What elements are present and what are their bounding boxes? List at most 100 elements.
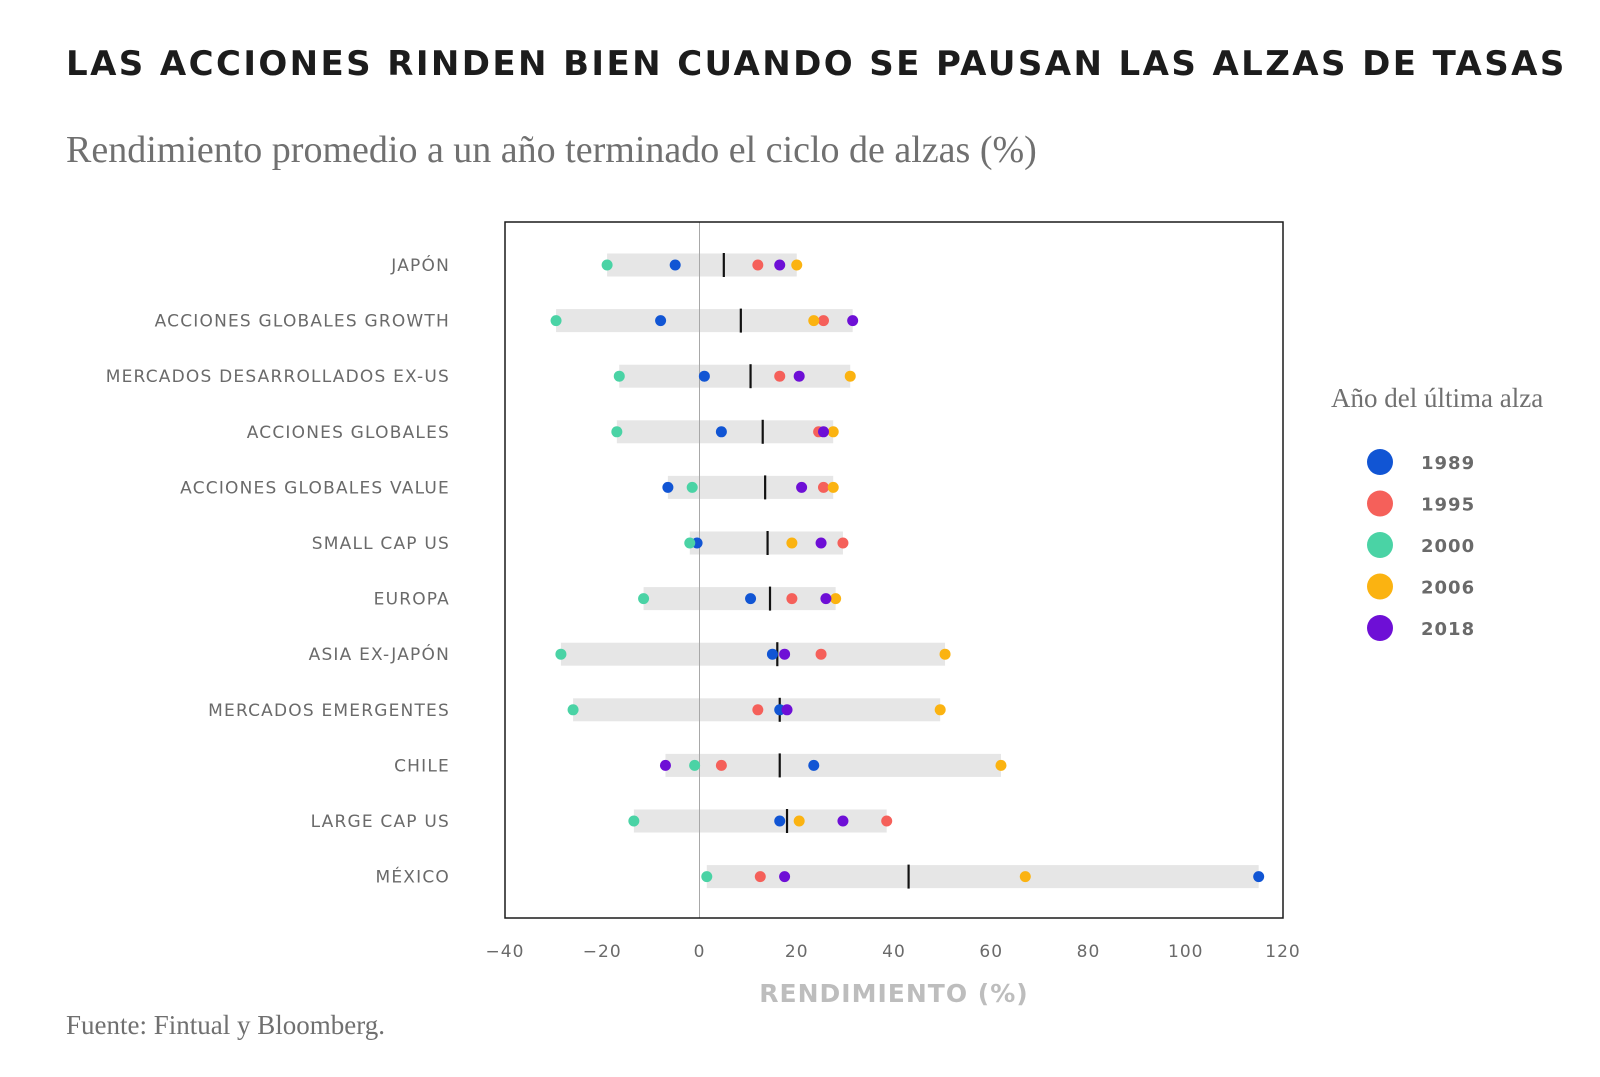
average-markers: [722, 253, 910, 889]
data-point-2000: [684, 537, 696, 549]
x-tick-label: 0: [694, 942, 706, 962]
data-point-2006: [808, 315, 820, 327]
range-bars: [556, 253, 1259, 889]
x-tick-label: −40: [486, 942, 525, 962]
legend-swatch-2006: [1367, 573, 1393, 600]
legend-label: 2000: [1421, 536, 1475, 557]
data-point-2018: [774, 259, 786, 271]
data-point-1989: [662, 481, 674, 493]
range-bar: [560, 642, 946, 666]
data-point-2000: [689, 759, 701, 771]
data-point-2000: [628, 815, 640, 827]
range-bar: [633, 809, 887, 833]
data-point-2006: [830, 593, 842, 605]
data-point-2000: [550, 315, 562, 327]
data-point-1989: [698, 370, 710, 382]
x-tick-label: 80: [1077, 942, 1101, 962]
data-point-1995: [817, 315, 829, 327]
legend-label: 2006: [1421, 578, 1475, 599]
category-label: MERCADOS DESARROLLADOS EX-US: [106, 367, 450, 387]
data-point-2018: [847, 315, 859, 327]
data-point-2006: [827, 426, 839, 438]
data-point-2000: [686, 481, 698, 493]
range-bar: [706, 865, 1259, 889]
category-label: MÉXICO: [375, 866, 450, 888]
range-bar: [667, 475, 834, 499]
data-point-2000: [638, 593, 650, 605]
data-point-1995: [774, 370, 786, 382]
data-point-1989: [766, 648, 778, 660]
x-tick-label: 60: [979, 942, 1003, 962]
data-point-1995: [815, 648, 827, 660]
plot-frame: [504, 221, 1284, 919]
data-point-1995: [752, 704, 764, 716]
x-tick-label: 120: [1265, 942, 1300, 962]
category-label: ASIA EX-JAPÓN: [309, 643, 450, 665]
category-label: ACCIONES GLOBALES VALUE: [180, 478, 450, 498]
data-point-2000: [611, 426, 623, 438]
data-point-2006: [939, 648, 951, 660]
category-labels: JAPÓN ACCIONES GLOBALES GROWTH MERCADOS DE…: [106, 254, 450, 888]
data-point-2018: [781, 704, 793, 716]
data-point-2006: [793, 815, 805, 827]
data-point-2018: [817, 426, 829, 438]
category-label: ACCIONES GLOBALES GROWTH: [155, 312, 450, 332]
data-point-1989: [1253, 871, 1265, 883]
data-point-2018: [793, 370, 805, 382]
legend-swatch-2000: [1367, 532, 1393, 558]
x-tick-labels: −40 −20 0 20 40 60 80 100 120: [486, 942, 1300, 962]
category-label: ACCIONES GLOBALES: [247, 423, 450, 443]
range-bar: [643, 587, 836, 611]
range-bar: [619, 364, 851, 388]
data-point-1995: [837, 537, 849, 549]
data-point-1995: [754, 871, 766, 883]
data-point-1995: [752, 259, 764, 271]
legend-swatch-1989: [1367, 449, 1393, 475]
data-point-2000: [601, 259, 613, 271]
data-point-2000: [567, 704, 579, 716]
category-label: SMALL CAP US: [312, 534, 450, 554]
data-point-2006: [791, 259, 803, 271]
source-note: Fuente: Fintual y Bloomberg.: [66, 1010, 385, 1040]
x-tick-label: 100: [1168, 942, 1203, 962]
chart-title: LAS ACCIONES RINDEN BIEN CUANDO SE PAUSA…: [66, 44, 1567, 84]
data-point-1989: [669, 259, 681, 271]
data-point-2006: [827, 481, 839, 493]
range-bar: [556, 309, 853, 333]
x-axis-title: RENDIMIENTO (%): [759, 979, 1028, 1008]
range-bar: [665, 753, 1001, 777]
data-points: [550, 259, 1265, 883]
legend-swatch-1995: [1367, 490, 1393, 517]
chart-subtitle: Rendimiento promedio a un año terminado …: [66, 129, 1037, 171]
legend: 1989 1995 2000 2006 2018: [1367, 449, 1475, 641]
data-point-2018: [659, 759, 671, 771]
legend-title: Año del última alza: [1331, 383, 1543, 413]
data-point-2006: [934, 704, 946, 716]
range-bar: [689, 531, 843, 555]
category-label: CHILE: [394, 756, 450, 776]
data-point-1989: [808, 759, 820, 771]
data-point-1995: [881, 815, 893, 827]
category-label: MERCADOS EMERGENTES: [208, 701, 450, 721]
data-point-2006: [786, 537, 798, 549]
data-point-1989: [774, 815, 786, 827]
data-point-2000: [701, 871, 713, 883]
data-point-2018: [779, 648, 791, 660]
x-tick-label: 40: [882, 942, 906, 962]
data-point-2018: [815, 537, 827, 549]
x-tick-label: 20: [785, 942, 809, 962]
category-label: EUROPA: [374, 590, 450, 610]
data-point-2000: [613, 370, 625, 382]
data-point-1989: [655, 315, 667, 327]
data-point-1995: [786, 593, 798, 605]
data-point-2006: [1019, 871, 1031, 883]
data-point-2006: [844, 370, 856, 382]
data-point-2006: [995, 759, 1007, 771]
data-point-1995: [715, 759, 727, 771]
x-tick-label: −20: [583, 942, 622, 962]
legend-label: 1989: [1421, 453, 1475, 474]
data-point-2018: [837, 815, 849, 827]
data-point-1995: [817, 481, 829, 493]
data-point-2018: [779, 871, 791, 883]
